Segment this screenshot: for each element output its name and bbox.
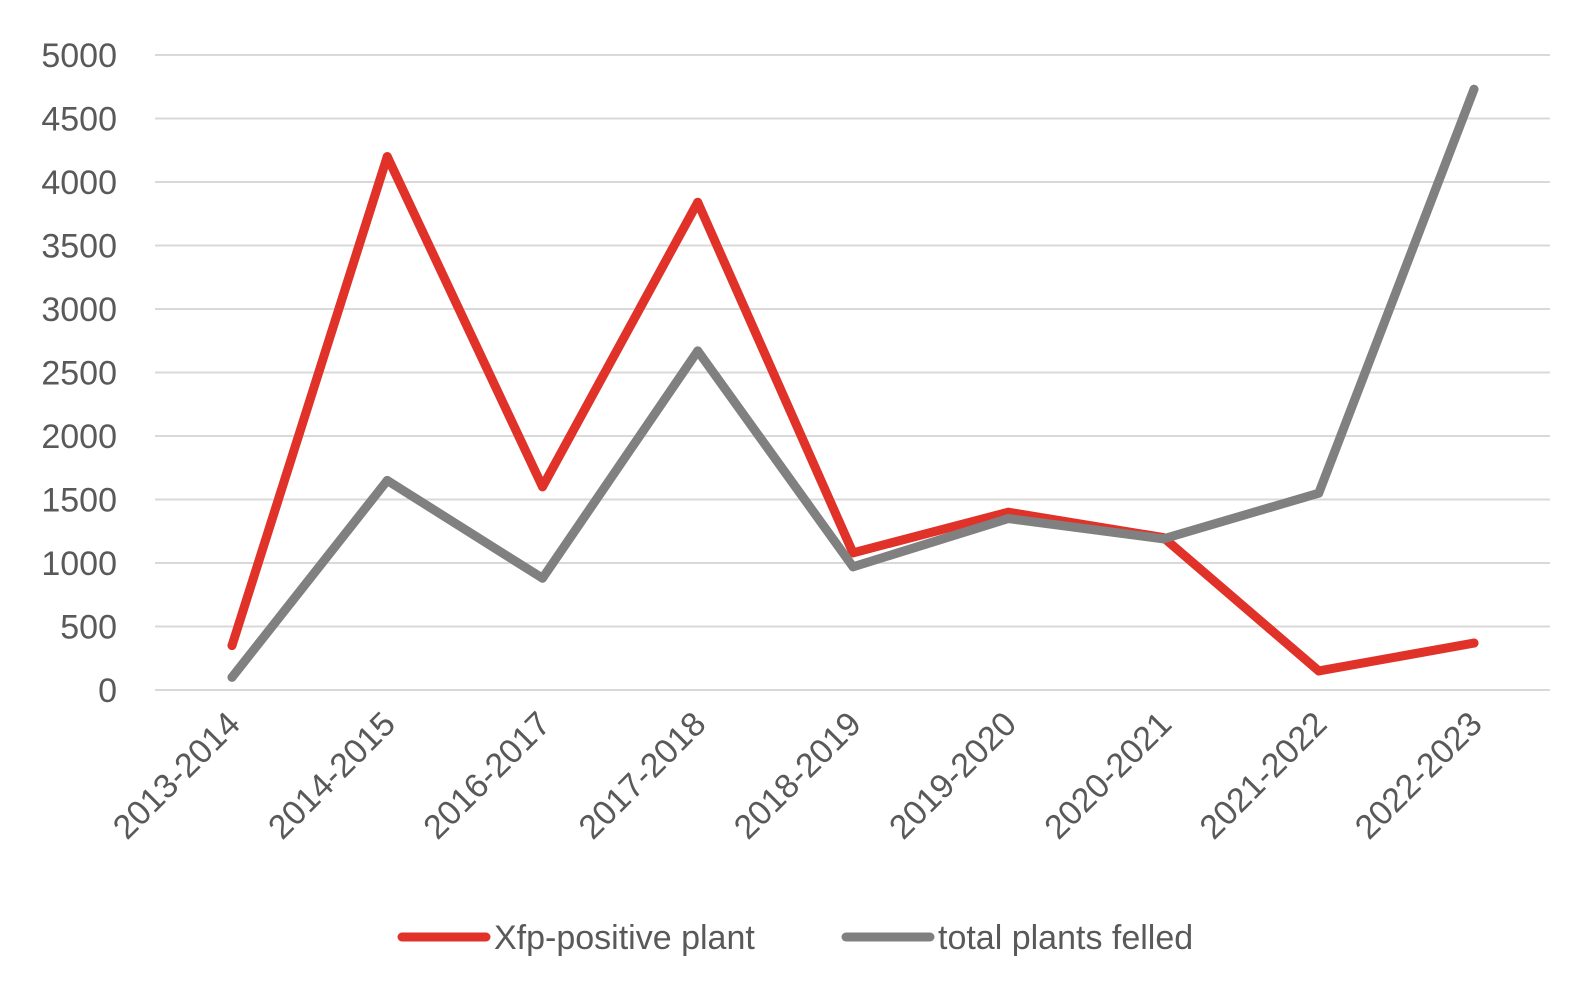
data-point: [538, 482, 547, 492]
data-point: [382, 475, 392, 485]
y-tick-label: 0: [98, 672, 117, 710]
data-point: [1469, 84, 1479, 94]
legend: Xfp-positive plant total plants felled: [397, 919, 1193, 957]
series-line-total-plants-felled: [227, 84, 1479, 682]
y-tick-label: 4500: [41, 101, 117, 139]
legend-label: Xfp-positive plant: [494, 919, 755, 957]
series-line-xfp-positive-plant: [227, 152, 1479, 676]
data-point: [1469, 638, 1479, 648]
y-tick-label: 3000: [41, 291, 117, 329]
data-point: [227, 672, 237, 682]
data-point: [848, 562, 858, 572]
data-point: [538, 573, 547, 583]
data-point: [1003, 514, 1013, 524]
x-tick-label: 2018-2019: [727, 705, 869, 847]
gridlines: [155, 54, 1550, 691]
y-tick-label: 2500: [41, 355, 117, 393]
x-tick-label: 2021-2022: [1193, 705, 1335, 847]
data-point: [227, 641, 237, 651]
y-axis: 0 500 1000 1500 2000 2500 3000 3500 4000 4500 5000: [41, 37, 117, 710]
y-tick-label: 5000: [41, 37, 117, 75]
data-point: [1314, 488, 1324, 498]
y-tick-label: 3500: [41, 228, 117, 266]
x-tick-label: 2020-2021: [1037, 705, 1179, 847]
x-tick-label: 2017-2018: [572, 705, 714, 847]
legend-label: total plants felled: [938, 919, 1193, 957]
series-lines: [227, 84, 1479, 682]
y-tick-label: 2000: [41, 418, 117, 456]
x-tick-label: 2019-2020: [882, 705, 1024, 847]
x-tick-label: 2016-2017: [416, 705, 558, 847]
data-point: [1314, 666, 1324, 676]
x-tick-label: 2014-2015: [261, 705, 403, 847]
y-tick-label: 500: [60, 609, 117, 647]
data-point: [693, 197, 703, 207]
y-tick-label: 1000: [41, 545, 117, 583]
x-axis: 2013-2014 2014-2015 2016-2017 2017-2018 2018…: [106, 705, 1490, 847]
y-tick-label: 1500: [41, 482, 117, 520]
y-tick-label: 4000: [41, 164, 117, 202]
data-point: [848, 548, 858, 558]
data-point: [693, 346, 703, 356]
data-point: [382, 152, 392, 162]
x-tick-label: 2013-2014: [106, 705, 248, 847]
x-tick-label: 2022-2023: [1348, 705, 1490, 847]
data-point: [1159, 534, 1168, 544]
